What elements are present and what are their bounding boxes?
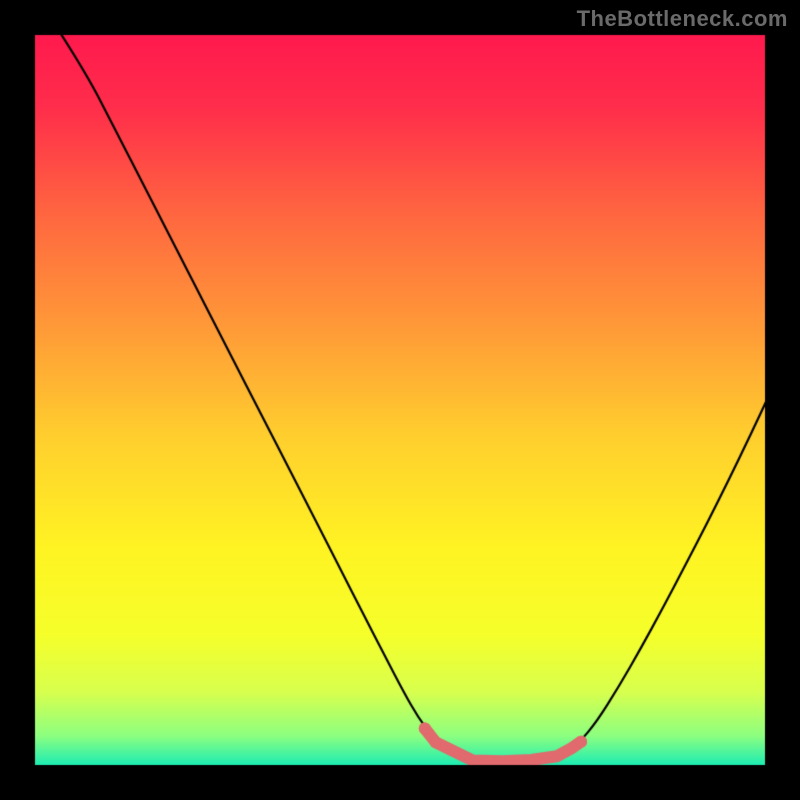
bottleneck-chart-canvas <box>0 0 800 800</box>
chart-stage: TheBottleneck.com <box>0 0 800 800</box>
watermark-text: TheBottleneck.com <box>577 6 788 32</box>
